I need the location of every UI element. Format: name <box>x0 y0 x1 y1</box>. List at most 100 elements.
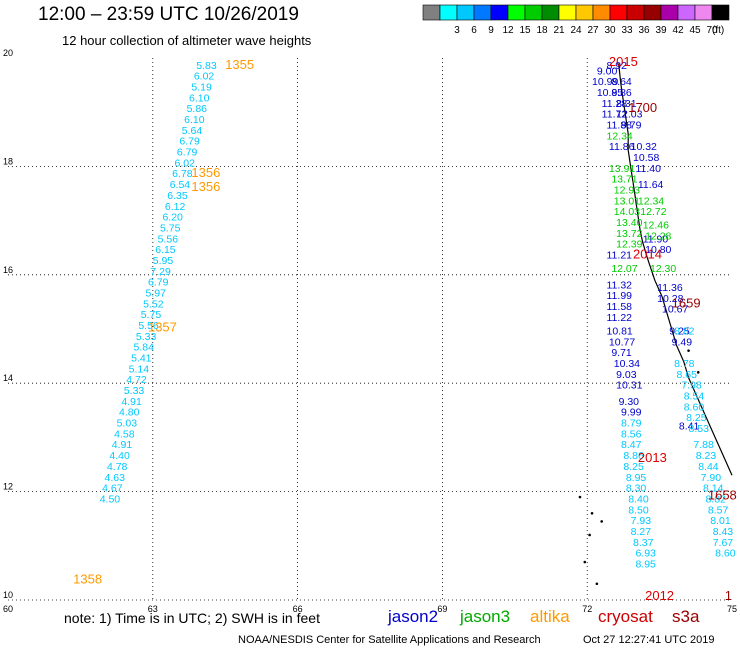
wave-height-label: 11.22 <box>607 312 633 324</box>
wave-height-label: 6.12 <box>165 201 186 213</box>
wave-height-label: 5.52 <box>143 298 164 310</box>
wave-height-label: 11.58 <box>607 301 633 313</box>
wave-height-label: 4.80 <box>119 407 140 419</box>
wave-height-label: 8.44 <box>698 461 719 473</box>
legend-tick-label: 24 <box>570 25 582 36</box>
wave-height-label: 8.37 <box>633 537 654 549</box>
y-tick-label: 18 <box>3 156 13 166</box>
wave-height-label: 12.46 <box>643 220 669 232</box>
wave-height-label: 8.56 <box>621 428 642 440</box>
wave-height-label: 8.65 <box>676 369 697 381</box>
wave-height-label: 8.64 <box>611 76 632 88</box>
pass-time-label: 1356 <box>191 165 220 180</box>
wave-height-label: 4.78 <box>107 461 128 473</box>
wave-height-label: 11.90 <box>643 233 669 245</box>
pass-time-label: 1659 <box>672 295 701 310</box>
wave-height-label: 5.64 <box>182 125 203 137</box>
wave-height-label: 13.40 <box>616 217 642 229</box>
wave-height-label: 6.10 <box>189 92 210 104</box>
wave-height-label: 11.40 <box>635 163 661 175</box>
wave-height-label: 5.75 <box>160 222 181 234</box>
pass-time-label: 1658 <box>708 488 737 503</box>
wave-height-label: 8.31 <box>616 98 637 110</box>
wave-height-label: 6.35 <box>167 190 188 202</box>
pass-time-label: 2014 <box>633 247 662 262</box>
wave-height-label: 8.60 <box>684 401 705 413</box>
wave-height-label: 12.28 <box>645 231 671 243</box>
pass-time-label: 1356 <box>191 179 220 194</box>
legend-jason3: jason3 <box>460 607 511 626</box>
wave-height-label: 10.31 <box>616 380 642 392</box>
wave-height-label: 10.67 <box>662 304 688 316</box>
island-mark <box>583 560 587 564</box>
pass-time-label: 1355 <box>225 57 254 72</box>
legend-tick-label: 9 <box>488 25 494 36</box>
wave-height-label: 6.79 <box>148 277 169 289</box>
wave-height-label: 4.91 <box>121 396 142 408</box>
wave-height-label: 9.49 <box>672 336 693 348</box>
x-tick-label: 60 <box>3 604 13 614</box>
wave-height-label: 5.56 <box>158 233 179 245</box>
wave-height-label: 11.64 <box>638 179 664 191</box>
page-title: 12:00 – 23:59 UTC 10/26/2019 <box>38 4 299 25</box>
wave-height-label: 8.47 <box>621 439 642 451</box>
legend-tick-label: 3 <box>454 25 460 36</box>
wave-height-label: 8.82 <box>674 325 695 337</box>
wave-height-label: 9.79 <box>621 119 642 131</box>
wave-height-label: 5.19 <box>191 82 212 94</box>
wave-height-label: 7.67 <box>713 537 734 549</box>
wave-height-label: 13.91 <box>609 163 635 175</box>
wave-height-label: 8.53 <box>689 423 710 435</box>
wave-height-label: 5.97 <box>146 287 167 299</box>
wave-height-label: 6.78 <box>172 168 193 180</box>
wave-height-label: 5.86 <box>187 103 208 115</box>
wave-height-label: 5.33 <box>136 331 157 343</box>
wave-height-label: 5.41 <box>131 353 152 365</box>
legend-cryosat: cryosat <box>598 607 653 626</box>
wave-height-label: 10.81 <box>607 325 633 337</box>
wave-height-label: 8.57 <box>708 504 729 516</box>
wave-height-label: 10.80 <box>645 244 671 256</box>
legend-tick-label: 27 <box>587 25 599 36</box>
wave-height-label: 6.93 <box>635 548 656 560</box>
wave-height-label: 4.72 <box>126 374 147 386</box>
wave-height-label: 9.71 <box>611 347 632 359</box>
wave-height-label: 11.86 <box>609 141 635 153</box>
y-tick-label: 20 <box>3 48 13 58</box>
wave-height-label: 7.88 <box>693 439 714 451</box>
y-tick-label: 16 <box>3 265 13 275</box>
wave-height-label: 4.58 <box>114 428 135 440</box>
pass-time-label: 1358 <box>73 572 102 587</box>
wave-height-label: 8.25 <box>686 412 707 424</box>
wave-height-label: 6.10 <box>184 114 205 126</box>
legend-swatch <box>711 4 730 21</box>
wave-height-label: 13.72 <box>616 228 642 240</box>
wave-height-label: 11.32 <box>607 279 633 291</box>
wave-height-label: 8.95 <box>626 472 647 484</box>
wave-height-label: 12.03 <box>616 109 642 121</box>
wave-height-label: 8.54 <box>684 390 705 402</box>
wave-height-label: 10.77 <box>609 336 635 348</box>
wave-height-label: 5.14 <box>129 363 150 375</box>
wave-height-label: 8.40 <box>628 493 649 505</box>
x-tick-label: 75 <box>727 604 737 614</box>
wave-height-label: 5.33 <box>124 385 145 397</box>
x-tick-label: 66 <box>293 604 303 614</box>
wave-height-label: 6.15 <box>155 244 176 256</box>
wave-height-label: 6.79 <box>179 136 200 148</box>
wave-height-label: 8.95 <box>635 558 656 570</box>
legend-tick-label: 33 <box>621 25 633 36</box>
wave-height-label: 12.30 <box>650 263 676 275</box>
wave-height-label: 12.39 <box>616 239 642 251</box>
wave-height-label: 8.92 <box>607 60 628 72</box>
y-tick-label: 14 <box>3 373 13 383</box>
wave-height-label: 14.03 <box>614 206 640 218</box>
wave-height-label: 9.00 <box>597 65 618 77</box>
island-mark <box>687 349 690 352</box>
wave-height-label: 12.07 <box>611 263 637 275</box>
wave-height-label: 8.78 <box>674 358 695 370</box>
wave-height-label: 4.40 <box>109 450 130 462</box>
pass-time-label: 1 <box>725 588 732 603</box>
wave-height-label: 7.93 <box>631 515 652 527</box>
legend-tick-label: 15 <box>519 25 531 36</box>
